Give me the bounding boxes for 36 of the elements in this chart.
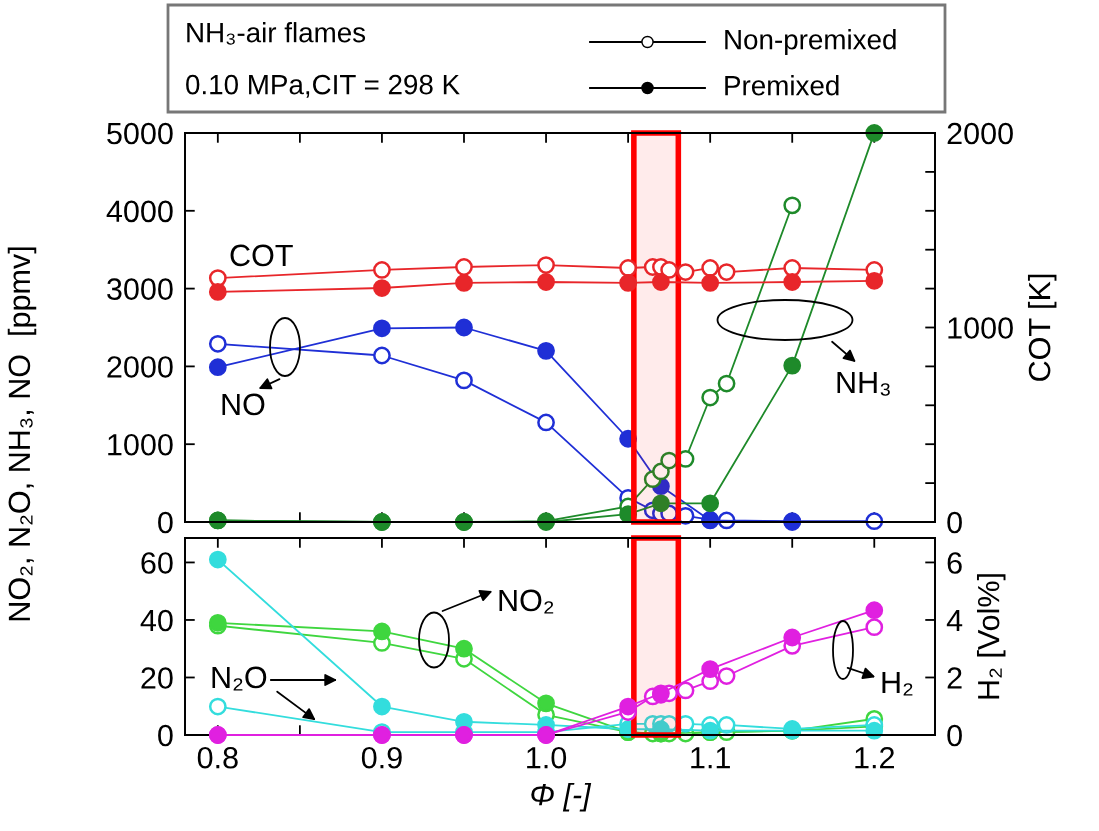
annotation: H₂ — [882, 671, 913, 696]
x-axis-title: Φ [-] — [531, 782, 592, 812]
chart-title: NH₃-air flames — [187, 22, 366, 45]
y2-axis-title: H₂ [Vol%] — [976, 574, 1006, 699]
y2-tick-label: 6 — [947, 552, 962, 574]
annotation: NO₂ — [499, 589, 554, 614]
chart-subtitle: 0.10 MPa,CIT = 298 K — [186, 74, 460, 98]
y-axis-title: NO₂, N₂O, NH₃, NO [ppmv] — [7, 247, 37, 621]
x-tick-label: 1.0 — [527, 746, 567, 769]
y-tick-label: 0 — [158, 724, 173, 747]
annotation: COT — [230, 244, 293, 267]
y2-tick-label: 4 — [946, 610, 963, 632]
x-tick-label: 1.2 — [855, 746, 894, 769]
y-tick-label: 4000 — [106, 200, 173, 223]
y-tick-label: 20 — [141, 667, 173, 689]
y-tick-label: 0 — [158, 511, 173, 534]
text: Premixed — [725, 75, 839, 96]
y-tick-label: 5000 — [107, 122, 173, 145]
y2-tick-label: 2 — [947, 667, 962, 689]
annotation: NO — [222, 393, 265, 416]
y2-tick-label: 2000 — [947, 122, 1013, 145]
y-tick-label: 1000 — [108, 433, 173, 456]
y2-axis-title: COT [K] — [1027, 274, 1057, 381]
y2-tick-label: 0 — [947, 511, 962, 534]
y2-tick-label: 0 — [947, 724, 962, 747]
x-tick-label: 0.8 — [197, 746, 238, 769]
y2-tick-label: 1000 — [948, 317, 1013, 339]
x-tick-label: 1.1 — [691, 747, 730, 769]
annotation: NH₃ — [837, 371, 890, 396]
x-tick-label: 0.9 — [361, 746, 402, 769]
y-tick-label: 2000 — [107, 356, 173, 378]
annotation: N₂O — [212, 666, 267, 691]
text: Non-premixed — [725, 29, 896, 55]
y-tick-label: 60 — [141, 552, 173, 574]
y-tick-label: 40 — [140, 609, 173, 632]
y-tick-label: 3000 — [107, 278, 173, 300]
